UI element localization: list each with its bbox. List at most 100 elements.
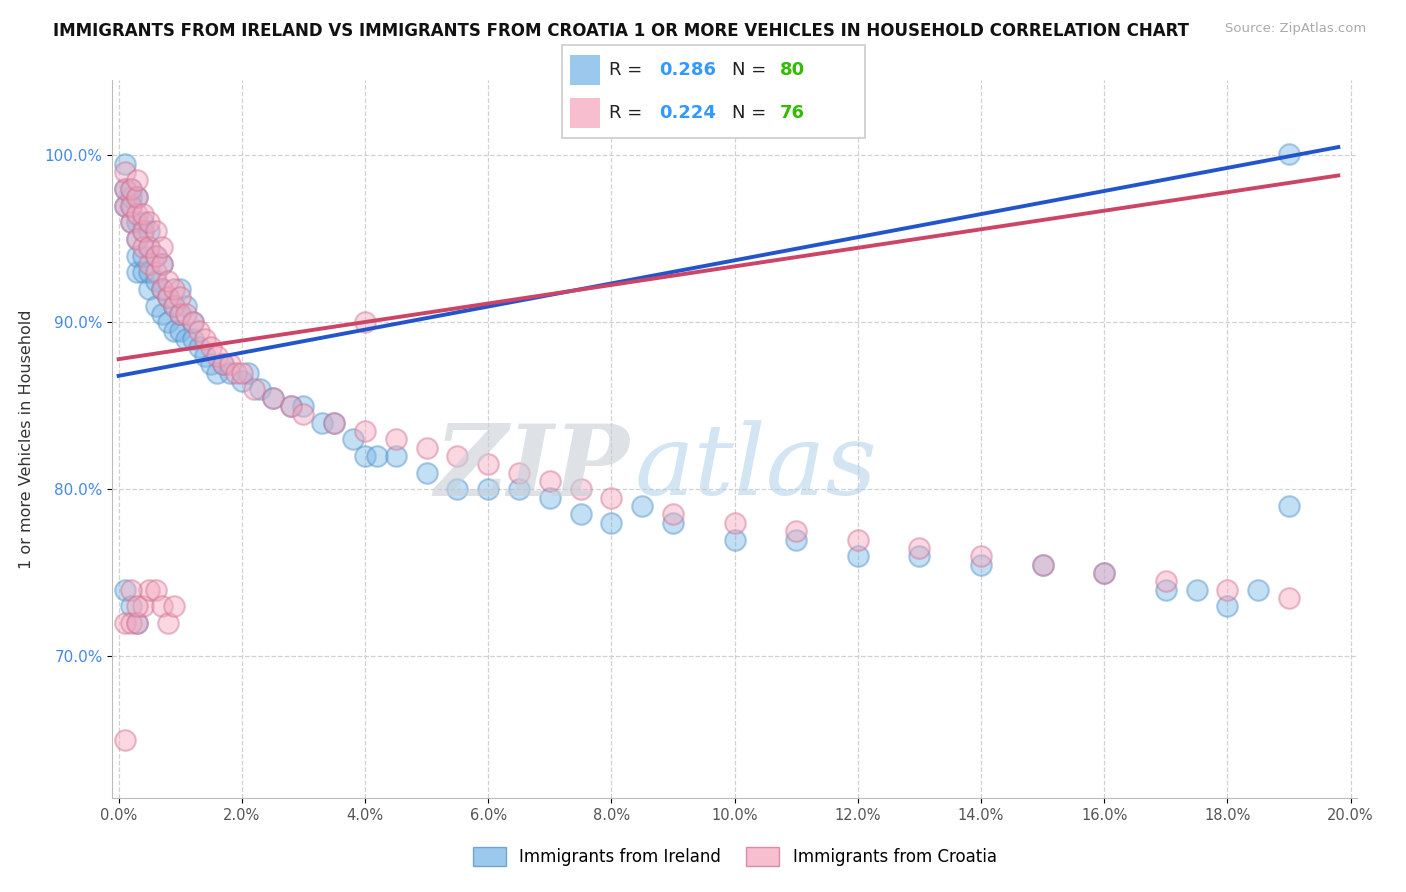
Point [150, 282, 173, 296]
Point [600, 491, 623, 505]
Point [120, 190, 142, 204]
Point [477, 483, 499, 497]
Point [415, 466, 437, 480]
Point [538, 491, 561, 505]
Point [132, 207, 155, 221]
Bar [569, 55, 600, 85]
Point [114, 182, 136, 196]
Point [114, 157, 136, 171]
Point [181, 315, 204, 329]
Point [163, 282, 186, 296]
Point [292, 399, 315, 413]
Point [150, 307, 173, 321]
Point [785, 533, 807, 547]
Point [132, 240, 155, 254]
Point [200, 341, 222, 355]
Point [1092, 566, 1115, 580]
Text: atlas: atlas [636, 420, 877, 516]
Point [446, 483, 468, 497]
Point [1092, 566, 1115, 580]
Point [138, 265, 160, 279]
Point [114, 732, 136, 747]
Point [212, 357, 235, 371]
Point [132, 215, 155, 229]
Point [114, 165, 136, 179]
Point [132, 223, 155, 237]
Point [1278, 499, 1301, 513]
Text: R =: R = [609, 104, 648, 122]
Point [218, 357, 240, 371]
Point [127, 215, 149, 229]
Point [169, 290, 191, 304]
Point [127, 232, 149, 246]
Point [1216, 599, 1239, 614]
Point [1247, 582, 1270, 597]
Point [1032, 558, 1054, 572]
Point [342, 433, 364, 447]
Point [970, 558, 993, 572]
Point [908, 549, 931, 564]
Point [200, 357, 222, 371]
Point [120, 582, 142, 597]
Point [908, 541, 931, 555]
Point [205, 349, 228, 363]
Point [138, 223, 160, 237]
Point [176, 299, 198, 313]
Point [169, 307, 191, 321]
Point [145, 274, 167, 288]
Point [1278, 146, 1301, 161]
Point [120, 198, 142, 212]
Point [132, 249, 155, 263]
Point [120, 198, 142, 212]
Point [225, 366, 247, 380]
Point [176, 332, 198, 346]
Point [145, 299, 167, 313]
Point [194, 349, 217, 363]
Point [138, 257, 160, 271]
Text: Source: ZipAtlas.com: Source: ZipAtlas.com [1226, 22, 1367, 36]
Point [163, 324, 186, 338]
Point [145, 265, 167, 279]
Point [785, 524, 807, 538]
Point [127, 190, 149, 204]
Legend: Immigrants from Ireland, Immigrants from Croatia: Immigrants from Ireland, Immigrants from… [465, 840, 1004, 872]
Point [1185, 582, 1208, 597]
Point [132, 223, 155, 237]
Point [132, 599, 155, 614]
Point [1216, 582, 1239, 597]
Point [150, 599, 173, 614]
Point [163, 299, 186, 313]
Point [970, 549, 993, 564]
Point [662, 516, 685, 530]
Point [114, 198, 136, 212]
Y-axis label: 1 or more Vehicles in Household: 1 or more Vehicles in Household [18, 310, 34, 569]
Point [354, 315, 377, 329]
Point [194, 332, 217, 346]
Point [1032, 558, 1054, 572]
Point [508, 466, 530, 480]
Point [120, 182, 142, 196]
Point [120, 615, 142, 630]
Point [163, 299, 186, 313]
Point [212, 357, 235, 371]
Point [138, 582, 160, 597]
Point [236, 366, 259, 380]
Bar [569, 98, 600, 128]
Point [138, 215, 160, 229]
Point [187, 324, 209, 338]
FancyBboxPatch shape [562, 45, 865, 138]
Point [176, 307, 198, 321]
Point [280, 399, 302, 413]
Point [231, 366, 253, 380]
Point [477, 458, 499, 472]
Point [127, 615, 149, 630]
Point [132, 265, 155, 279]
Point [181, 315, 204, 329]
Point [354, 449, 377, 463]
Point [120, 215, 142, 229]
Point [231, 374, 253, 388]
Text: 76: 76 [780, 104, 806, 122]
Point [323, 416, 346, 430]
Text: N =: N = [731, 104, 772, 122]
Point [262, 391, 284, 405]
